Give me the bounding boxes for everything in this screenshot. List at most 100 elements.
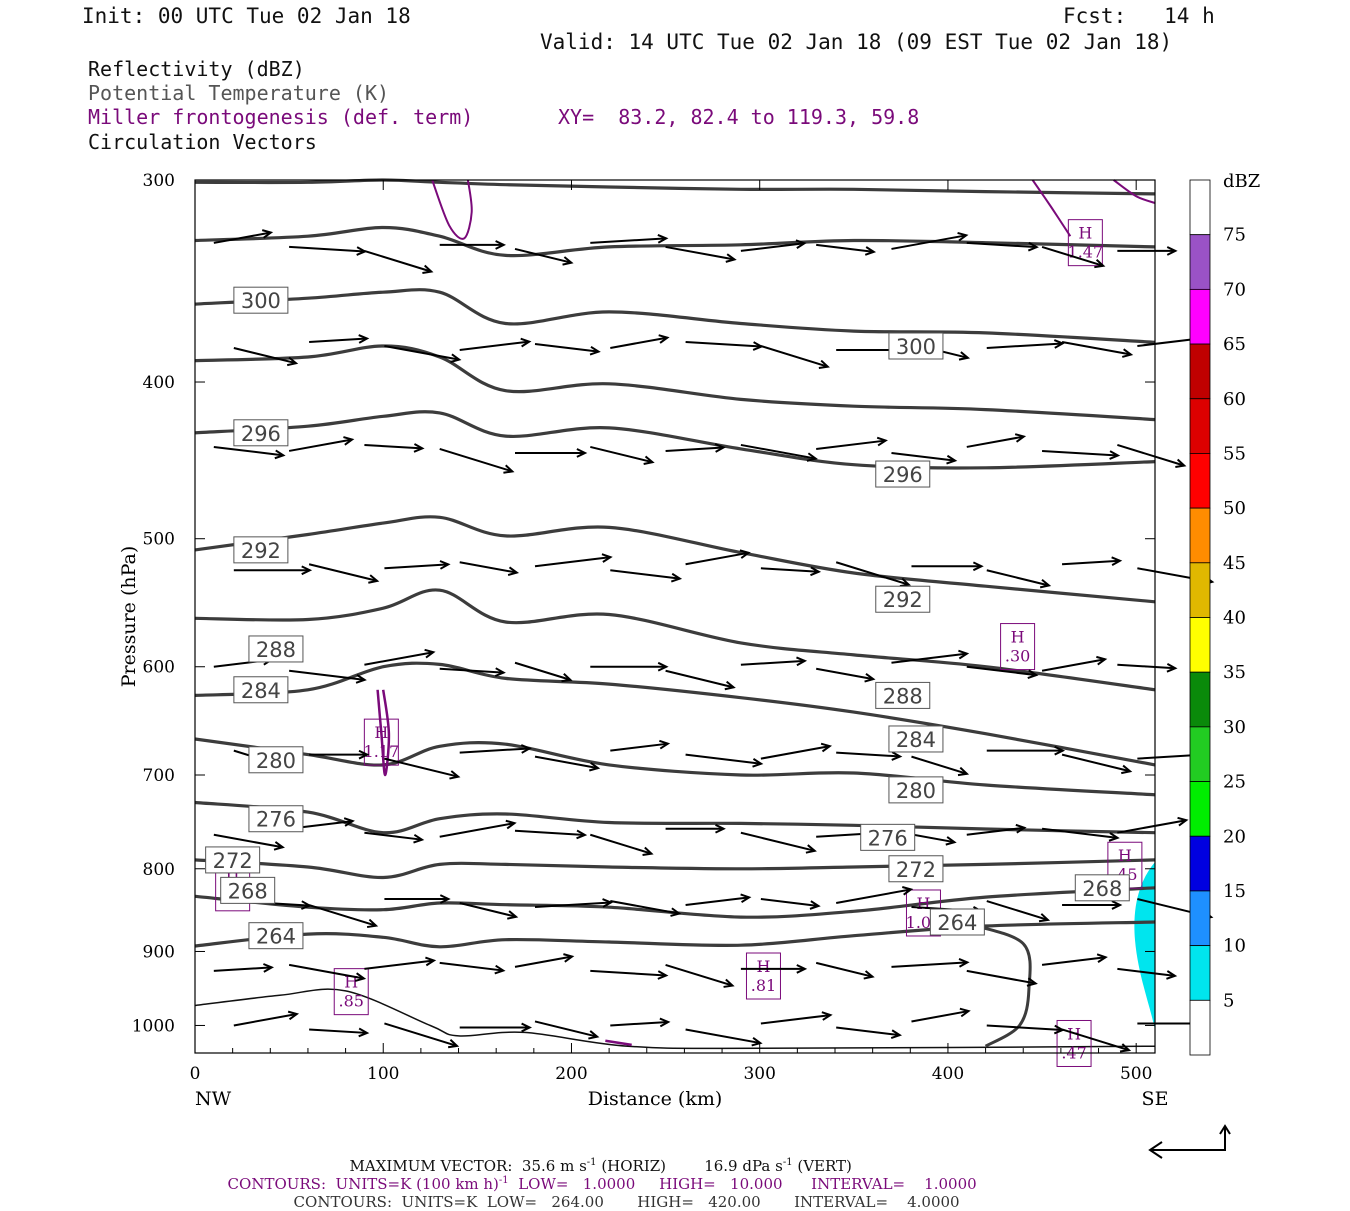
wind-vector-shaft bbox=[986, 1024, 1063, 1032]
wind-vector-head bbox=[447, 1039, 460, 1049]
wind-vector-head bbox=[670, 907, 682, 917]
wind-vector-shaft bbox=[534, 901, 611, 909]
wind-vector-head bbox=[354, 972, 367, 982]
y-tick-label: 300 bbox=[143, 171, 175, 191]
wind-vector-head bbox=[343, 817, 355, 827]
wind-vector-shaft bbox=[1061, 753, 1131, 773]
theta-label: 292 bbox=[883, 588, 923, 612]
wind-vector-shaft bbox=[308, 563, 378, 582]
y-tick-label: 400 bbox=[143, 373, 175, 393]
theta-label-box bbox=[888, 725, 944, 753]
fronto-max-marker: H bbox=[374, 723, 388, 742]
wind-vector-head bbox=[503, 464, 515, 474]
wind-vector-shaft bbox=[288, 669, 365, 681]
wind-vector-shaft bbox=[213, 445, 284, 457]
wind-vector-head bbox=[439, 560, 451, 570]
wind-vector-shaft bbox=[534, 1020, 598, 1038]
colorbar-level: 30 bbox=[1223, 717, 1246, 738]
fronto-max-marker: H bbox=[916, 894, 930, 913]
colorbar-level: 65 bbox=[1223, 334, 1246, 355]
wind-vector-head bbox=[1121, 348, 1134, 358]
wind-vector-shaft bbox=[966, 241, 1037, 249]
theta-label: 264 bbox=[256, 925, 296, 949]
wind-vector-shaft bbox=[308, 904, 377, 927]
x-tick-label: 0 bbox=[190, 1064, 201, 1084]
wind-vector-shaft bbox=[1041, 956, 1106, 966]
wind-vector-head bbox=[494, 964, 506, 975]
theta-contour bbox=[194, 288, 1156, 344]
theta-label-box bbox=[220, 876, 276, 904]
colorbar-swatch bbox=[1189, 453, 1211, 509]
wind-vector-shaft bbox=[289, 245, 366, 253]
wind-vector-shaft bbox=[911, 1010, 969, 1023]
field-theta: Potential Temperature (K) bbox=[88, 81, 390, 105]
wind-vector-shaft bbox=[1117, 443, 1185, 467]
wind-vector-shaft bbox=[514, 247, 572, 264]
x-tick-label: 300 bbox=[743, 1064, 775, 1084]
field-reflectivity: Reflectivity (dBZ) bbox=[88, 57, 305, 81]
theta-contour bbox=[194, 225, 1156, 258]
fronto-max-box bbox=[745, 952, 781, 1000]
fronto-max-marker: H bbox=[1118, 846, 1132, 865]
wind-vector-head bbox=[521, 1022, 533, 1033]
theta-label: 280 bbox=[256, 749, 296, 773]
wind-vector-head bbox=[739, 549, 751, 559]
x-tick-label: 400 bbox=[932, 1064, 964, 1084]
colorbar-swatch bbox=[1189, 179, 1211, 236]
theta-contour bbox=[194, 737, 1156, 797]
wind-vector-head bbox=[958, 351, 971, 361]
wind-vector-shaft bbox=[986, 342, 1063, 349]
fronto-max-marker: H bbox=[756, 957, 770, 976]
wind-vector-shaft bbox=[891, 961, 968, 968]
wind-vector-shaft bbox=[213, 833, 283, 849]
colorbar-swatch bbox=[1189, 288, 1211, 345]
fronto-max-value: .85 bbox=[339, 992, 364, 1011]
wind-vector-head bbox=[1038, 913, 1051, 923]
wind-vector-head bbox=[422, 264, 434, 274]
wind-vector-head bbox=[795, 239, 807, 249]
wind-vector-shaft bbox=[439, 447, 513, 473]
theta-label-box bbox=[875, 460, 931, 488]
wind-vector-shaft bbox=[459, 747, 530, 754]
wind-vector-head bbox=[740, 893, 752, 904]
wind-vector-shaft bbox=[665, 963, 733, 987]
wind-vector-head bbox=[495, 240, 507, 250]
wind-vector-head bbox=[588, 1030, 600, 1040]
wind-vector-head bbox=[805, 844, 817, 854]
wind-vector-shaft bbox=[459, 340, 530, 351]
xy-endpoints: XY= 83.2, 82.4 to 119.3, 59.8 bbox=[558, 105, 920, 129]
wind-vector-head bbox=[959, 1007, 971, 1018]
wind-vector-head bbox=[563, 953, 575, 963]
colorbar-level: 35 bbox=[1223, 662, 1246, 683]
wind-vector-shaft bbox=[1041, 245, 1104, 267]
theta-label: 284 bbox=[896, 728, 936, 752]
wind-vector-head bbox=[1026, 977, 1038, 987]
theta-label-box bbox=[248, 805, 304, 833]
colorbar-swatch bbox=[1189, 671, 1211, 728]
theta-label: 276 bbox=[256, 808, 296, 832]
fronto-max-value: .81 bbox=[751, 976, 776, 995]
wind-vector-shaft bbox=[835, 888, 912, 905]
theta-label-box bbox=[248, 746, 304, 774]
theta-contour bbox=[194, 858, 1156, 880]
theta-label-box bbox=[875, 585, 931, 613]
wind-vector-shaft bbox=[288, 438, 353, 452]
wind-vector-head bbox=[576, 829, 588, 840]
wind-vector-head bbox=[413, 833, 425, 844]
colorbar-swatch bbox=[1189, 507, 1211, 564]
theta-label-box bbox=[888, 776, 944, 804]
theta-label-box bbox=[1074, 874, 1130, 902]
reference-vector-head-h bbox=[1148, 1141, 1163, 1159]
wind-vector-shaft bbox=[514, 661, 571, 681]
wind-vector-head bbox=[273, 841, 285, 851]
colorbar-level: 25 bbox=[1223, 772, 1246, 793]
wind-vector-head bbox=[589, 345, 601, 356]
wind-vector-shaft bbox=[589, 833, 652, 855]
y-tick-label: 1000 bbox=[132, 1016, 175, 1036]
wind-vector-head bbox=[439, 894, 451, 904]
wind-vector-shaft bbox=[891, 234, 967, 250]
theta-label-box bbox=[233, 419, 289, 447]
theta-contour-closed bbox=[966, 922, 1032, 1048]
wind-vector-head bbox=[1166, 970, 1178, 980]
wind-vector-head bbox=[561, 673, 573, 683]
